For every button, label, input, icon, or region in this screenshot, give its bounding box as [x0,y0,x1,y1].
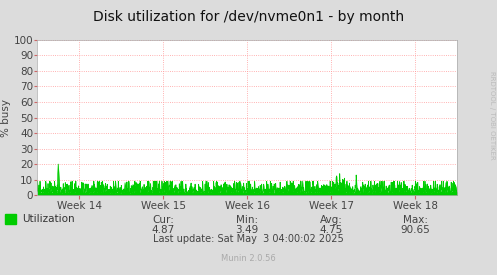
Text: 4.87: 4.87 [152,225,175,235]
Text: RRDTOOL / TOBI OETIKER: RRDTOOL / TOBI OETIKER [489,71,495,160]
Text: Disk utilization for /dev/nvme0n1 - by month: Disk utilization for /dev/nvme0n1 - by m… [93,10,404,24]
Y-axis label: % busy: % busy [0,98,11,137]
Text: Munin 2.0.56: Munin 2.0.56 [221,254,276,263]
Text: Cur:: Cur: [152,215,174,225]
Text: Max:: Max: [403,215,428,225]
Text: 3.49: 3.49 [236,225,259,235]
Text: Avg:: Avg: [320,215,343,225]
Text: 4.75: 4.75 [320,225,343,235]
Text: Last update: Sat May  3 04:00:02 2025: Last update: Sat May 3 04:00:02 2025 [153,234,344,244]
Text: Min:: Min: [236,215,258,225]
Text: 90.65: 90.65 [401,225,430,235]
Text: Utilization: Utilization [22,214,75,224]
